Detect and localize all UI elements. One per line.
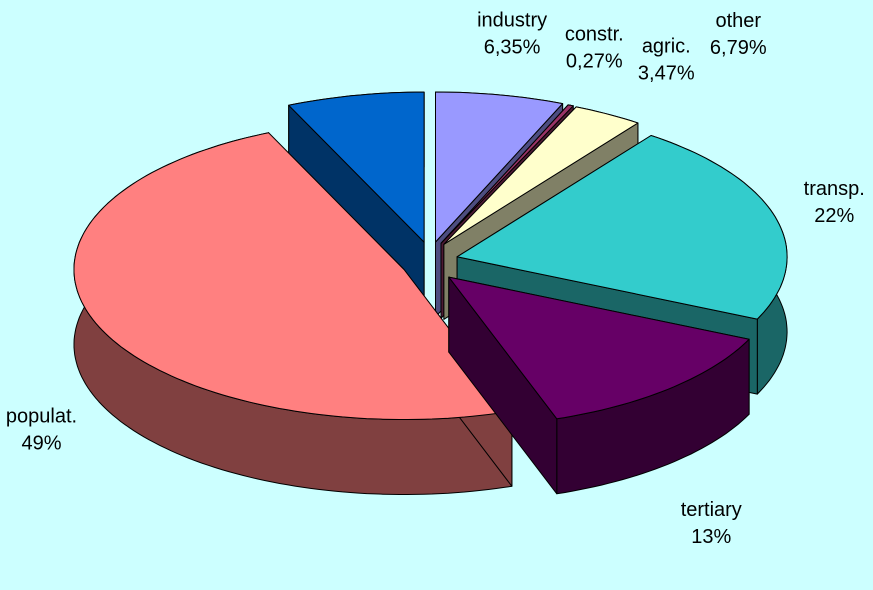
- slice-label: industry: [477, 9, 547, 31]
- slice-top: [435, 91, 564, 243]
- slice-value: 22%: [814, 205, 854, 227]
- slice-label: other: [715, 10, 761, 32]
- slice-top: [456, 135, 788, 320]
- slice-value: 6,35%: [484, 36, 541, 58]
- slice-top: [440, 104, 574, 244]
- slice-top: [448, 276, 750, 420]
- slice-label: transp.: [804, 178, 865, 200]
- slice-value: 6,79%: [710, 37, 767, 59]
- slice-label: agric.: [642, 36, 691, 58]
- slice-label: tertiary: [681, 499, 742, 521]
- slice-value: 49%: [22, 432, 62, 454]
- slice-top: [288, 91, 425, 243]
- slice-top: [73, 132, 513, 420]
- slice-top: [443, 106, 639, 245]
- slice-label: populat.: [6, 405, 77, 427]
- slice-value: 0,27%: [566, 51, 623, 73]
- slice-value: 3,47%: [638, 63, 695, 85]
- slice-value: 13%: [691, 526, 731, 548]
- slice-label: constr.: [565, 24, 624, 46]
